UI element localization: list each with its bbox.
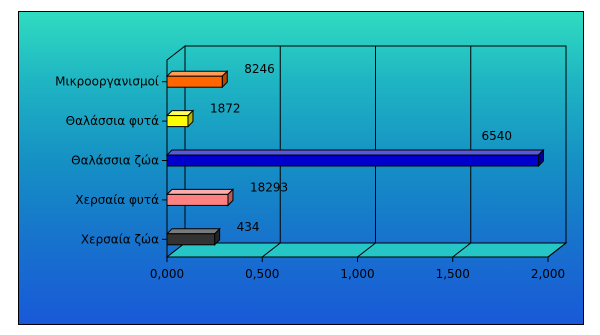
bar-front-face: [166, 115, 189, 128]
bar-front-face: [166, 154, 539, 167]
category-label: Θαλάσσια ζώα: [71, 154, 159, 168]
bar-front-face: [166, 233, 216, 246]
data-label: 1872: [210, 102, 241, 116]
bar-top-face: [165, 228, 221, 235]
category-label: Χερσαία ζώα: [81, 232, 159, 246]
bar: [165, 148, 545, 168]
gridline-floor: [357, 242, 376, 258]
bar-top-face: [165, 188, 235, 195]
bar: [165, 227, 221, 247]
bar-front-face: [166, 75, 223, 88]
data-label: 6540: [481, 129, 512, 143]
bar-top-face: [165, 70, 229, 77]
x-tick-label: 1,000: [340, 267, 374, 281]
category-label: Μικροοργανισμοί: [55, 75, 159, 89]
x-tick-label: 2,000: [531, 267, 565, 281]
category-label: Χερσαία φυτά: [75, 193, 159, 207]
x-tick-label: 1,500: [436, 267, 470, 281]
data-label: 434: [237, 220, 260, 234]
bar-top-face: [165, 149, 545, 156]
chart-area: 0,000 0,500 1,000 1,500 2,000 Μικροοργανισμοί…: [18, 11, 584, 325]
x-tick-label: 0,000: [150, 267, 184, 281]
x-tick-label: 0,500: [245, 267, 279, 281]
gridline-floor: [452, 242, 472, 258]
bar: [165, 109, 195, 128]
bar-chart: 0,000 0,500 1,000 1,500 2,000 Μικροοργανισμοί…: [55, 44, 568, 281]
bar: [165, 188, 235, 207]
category-label: Θαλάσσια φυτά: [66, 114, 159, 128]
data-label: 18293: [250, 180, 288, 194]
bar-front-face: [166, 193, 229, 206]
gridline-floor: [261, 242, 281, 258]
gridline-floor: [547, 242, 567, 258]
bar: [165, 69, 229, 89]
data-label: 8246: [244, 62, 275, 76]
